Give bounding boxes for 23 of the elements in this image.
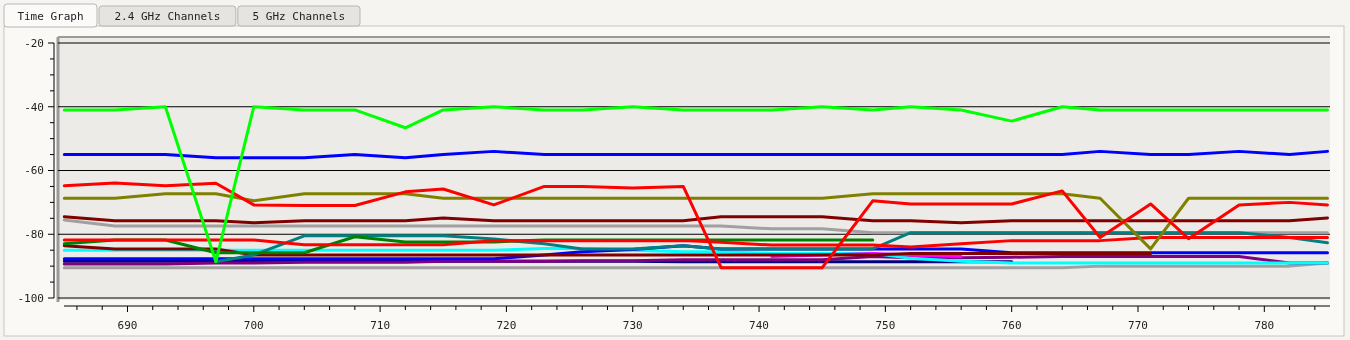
text: 2.4 GHz Channels xyxy=(114,10,221,23)
chart-title: Time Graph xyxy=(17,10,84,23)
x-tick-label: 690 xyxy=(117,319,138,332)
x-tick-label: 720 xyxy=(496,319,517,332)
x-tick-label: 780 xyxy=(1254,319,1275,332)
line-series xyxy=(62,244,1153,257)
y-tick-label: -100 xyxy=(17,291,44,305)
line-series xyxy=(62,192,1329,251)
y-tick-label: -60 xyxy=(24,164,44,178)
x-tick-label: 730 xyxy=(622,319,643,332)
x-tick-label: 700 xyxy=(243,319,264,332)
x-tick-label: 710 xyxy=(370,319,391,332)
text: 5 GHz Channels xyxy=(252,10,346,23)
line-series xyxy=(62,181,1329,270)
y-tick-label: -20 xyxy=(24,36,44,50)
line-series xyxy=(62,105,1329,264)
x-tick-label: 760 xyxy=(1001,319,1022,332)
y-tick-label: -40 xyxy=(24,100,44,114)
y-tick-label: -80 xyxy=(24,228,44,242)
x-tick-label: 740 xyxy=(749,319,769,332)
x-tick-label: 770 xyxy=(1128,319,1148,332)
line-series xyxy=(62,215,1329,225)
x-tick-label: 750 xyxy=(875,319,896,332)
